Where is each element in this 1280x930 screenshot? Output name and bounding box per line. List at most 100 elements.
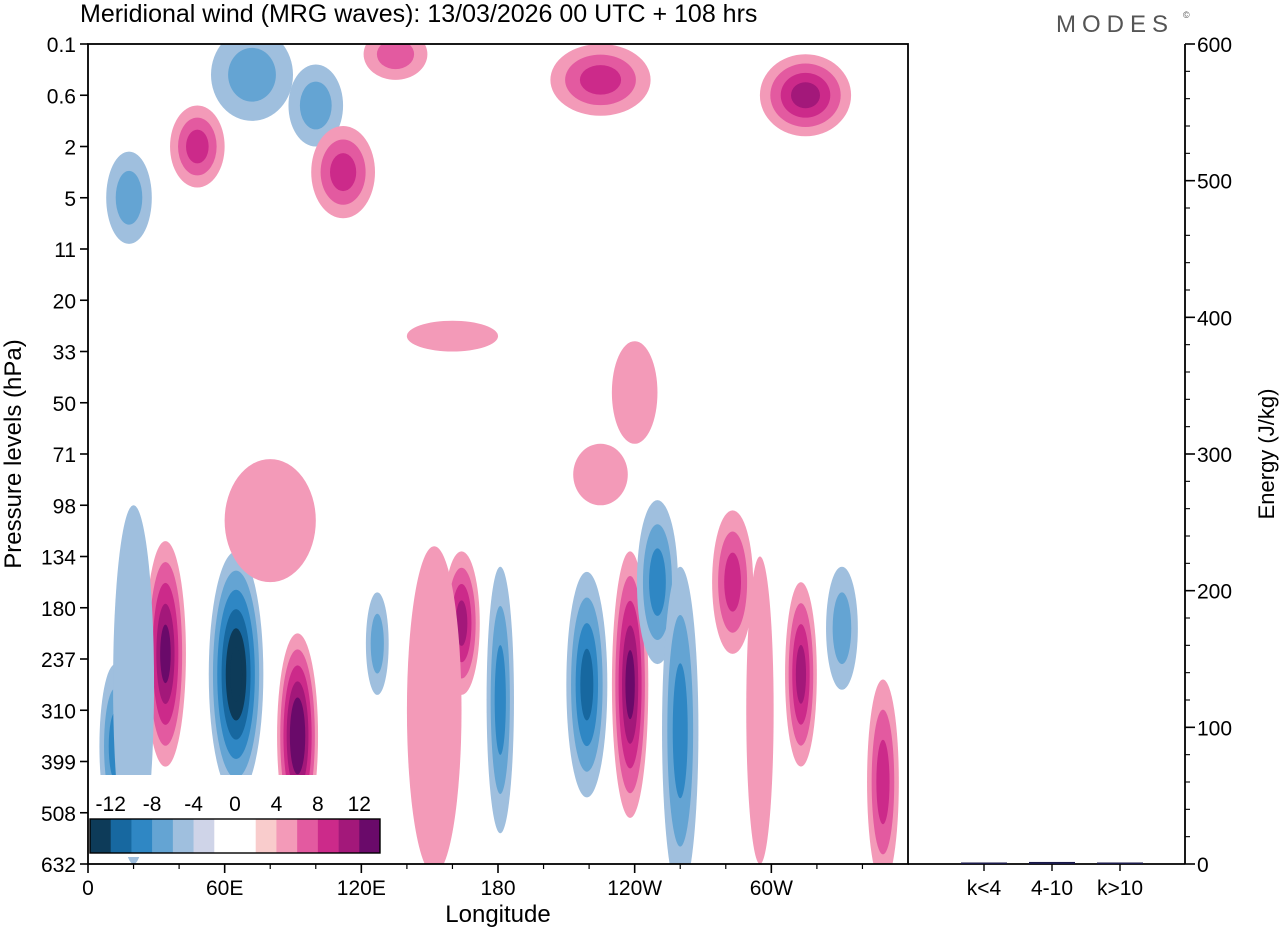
y-tick-label: 50 (53, 393, 76, 416)
contour-feature (144, 541, 186, 767)
negative-contour (649, 548, 666, 616)
negative-contour (115, 170, 143, 225)
heatmap-field (99, 44, 899, 864)
positive-contour (406, 546, 462, 864)
colorbar-swatch (235, 819, 257, 853)
energy-axis-label: Energy (J/kg) (1254, 389, 1279, 520)
contour-feature (211, 44, 293, 121)
contour-feature (365, 592, 389, 695)
y-tick-label: 11 (54, 239, 76, 262)
y-tick-label: 2 (64, 137, 76, 160)
positive-contour (573, 443, 628, 506)
x-tick-label: 60W (750, 877, 793, 900)
positive-contour (724, 552, 742, 612)
energy-tick-label: 300 (1197, 444, 1232, 467)
positive-contour (455, 600, 468, 646)
contour-feature (759, 54, 852, 137)
contour-feature (208, 551, 264, 798)
negative-contour (370, 613, 384, 674)
energy-tick-label: 400 (1197, 307, 1232, 330)
y-tick-label: 20 (53, 290, 76, 313)
colorbar-label: 4 (271, 793, 283, 816)
y-tick-label: 310 (41, 700, 76, 723)
y-tick-label: 134 (41, 547, 76, 570)
colorbar-label: -4 (184, 793, 203, 816)
y-tick-label: 399 (41, 752, 76, 775)
energy-bars: k<4 4-10 k>10 (961, 861, 1143, 900)
colorbar-swatch (172, 819, 194, 853)
contour-feature (712, 510, 754, 654)
colorbar-swatch (90, 819, 112, 853)
energy-category-label: 4-10 (1031, 877, 1073, 900)
positive-contour (186, 129, 209, 164)
contour-feature (106, 151, 152, 244)
colorbar-label: -12 (96, 793, 126, 816)
contour-feature (785, 582, 817, 767)
negative-contour (113, 505, 155, 864)
x-tick-label: 120W (607, 877, 662, 900)
energy-tick-label: 500 (1197, 171, 1232, 194)
y-tick-label: 0.6 (47, 85, 76, 108)
x-tick-label: 60E (206, 877, 243, 900)
colorbar: -12 -8 -4 0 4 8 12 (88, 775, 382, 857)
negative-contour (832, 592, 852, 665)
positive-contour (376, 44, 415, 70)
colorbar-swatch (152, 819, 174, 853)
positive-contour (791, 82, 820, 109)
contour-feature (406, 320, 499, 352)
negative-contour (228, 47, 276, 102)
colorbar-swatch (255, 819, 277, 853)
negative-contour (299, 81, 332, 130)
positive-contour (611, 341, 658, 444)
x-tick-label: 0 (82, 877, 94, 900)
colorbar-swatch (338, 819, 360, 853)
contour-feature (170, 105, 225, 188)
positive-contour (406, 320, 499, 352)
colorbar-label: 8 (312, 793, 324, 816)
contour-feature (826, 566, 858, 690)
y-tick-label: 508 (41, 803, 76, 826)
energy-category-label: k>10 (1097, 877, 1143, 900)
brand-mark: © (1183, 10, 1190, 20)
energy-bar (1097, 862, 1143, 864)
positive-contour (224, 459, 316, 583)
positive-contour (293, 713, 303, 759)
contour-feature (224, 459, 316, 583)
positive-contour (579, 65, 622, 95)
negative-contour (230, 647, 243, 702)
contour-feature (867, 679, 899, 864)
positive-contour (330, 153, 357, 192)
contour-feature (550, 44, 651, 116)
x-tick-label: 120E (337, 877, 386, 900)
colorbar-label: 12 (348, 793, 371, 816)
colorbar-label: -8 (143, 793, 162, 816)
colorbar-swatch (131, 819, 153, 853)
chart-title: Meridional wind (MRG waves): 13/03/2026 … (80, 0, 757, 28)
y-tick-label: 180 (41, 598, 76, 621)
colorbar-swatch (317, 819, 339, 853)
contour-feature (406, 546, 462, 864)
energy-category-label: k<4 (967, 877, 1002, 900)
colorbar-swatch (297, 819, 319, 853)
contour-feature (486, 566, 514, 834)
negative-contour (580, 648, 594, 721)
y-axis-label: Pressure levels (hPa) (0, 339, 27, 568)
energy-tick-label: 100 (1197, 717, 1232, 740)
contour-feature (288, 64, 344, 147)
energy-bar (1029, 861, 1075, 864)
contour-feature (311, 126, 376, 219)
contour-feature (113, 505, 155, 864)
colorbar-swatch (110, 819, 132, 853)
energy-bar (961, 862, 1007, 864)
contour-feature (611, 341, 658, 444)
axes: 0.1 0.6 2 5 11 20 33 50 71 98 134 180 237 310 399 508 63… (41, 34, 1232, 900)
positive-contour (746, 556, 774, 864)
colorbar-frame (89, 818, 381, 854)
colorbar-swatch (214, 819, 236, 853)
x-tick-label: 180 (480, 877, 515, 900)
y-tick-label: 632 (41, 854, 76, 877)
contour-feature (363, 44, 428, 80)
positive-contour (160, 624, 171, 684)
